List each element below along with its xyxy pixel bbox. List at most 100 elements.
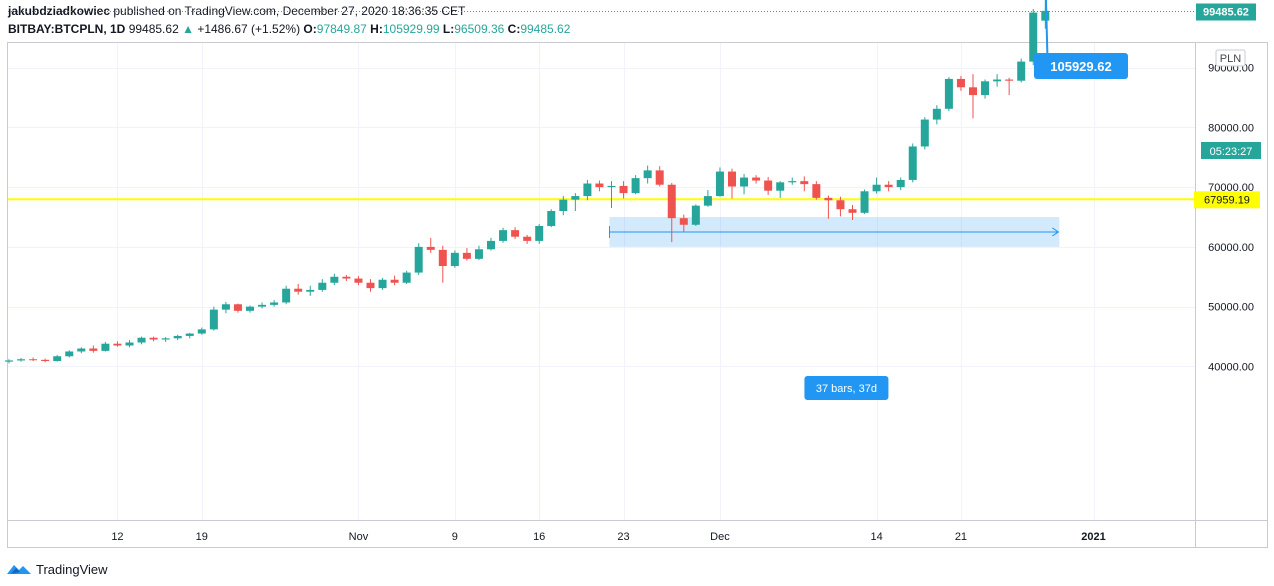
- candle-body: [209, 309, 218, 330]
- candles-group: [5, 0, 1050, 364]
- range-measure-label-bg: [804, 376, 889, 400]
- candle-body: [378, 279, 387, 289]
- x-tick-label: 16: [533, 531, 545, 543]
- candle-body: [330, 276, 339, 283]
- candle-body: [65, 351, 74, 357]
- ohlc-legend: BITBAY:BTCPLN, 1D 99485.62 ▲ +1486.67 (+…: [8, 22, 570, 36]
- candle-body: [450, 252, 459, 267]
- candle-body: [294, 288, 303, 292]
- high-value: 105929.99: [382, 22, 440, 36]
- candle-body: [1029, 12, 1038, 62]
- candle-body: [282, 288, 291, 303]
- candle-body: [981, 81, 990, 96]
- candle-body: [221, 304, 230, 310]
- range-arrow-head: [1052, 227, 1060, 237]
- candle-body: [342, 276, 351, 279]
- candle-body: [125, 342, 134, 346]
- candle-body: [812, 184, 821, 198]
- candle-body: [306, 289, 315, 292]
- candle-body: [523, 236, 532, 241]
- brand-name: TradingView: [36, 561, 108, 577]
- high-callout-label: 105929.62: [1050, 59, 1111, 74]
- candle-body: [1041, 10, 1050, 21]
- candle-body: [246, 306, 254, 311]
- current-price-tag: [1196, 3, 1256, 21]
- y-tick-label: 70000.00: [1208, 182, 1254, 194]
- candle-body: [571, 196, 580, 200]
- y-tick-label: 50000.00: [1208, 302, 1254, 314]
- symbol-label: BITBAY:BTCPLN, 1D: [8, 22, 126, 36]
- candle-body: [872, 184, 881, 192]
- x-tick-label: Nov: [349, 531, 369, 543]
- candle-body: [5, 360, 13, 362]
- currency-badge: [1215, 49, 1246, 67]
- candle-body: [101, 343, 110, 351]
- low-value: 96509.36: [454, 22, 505, 36]
- candle-body: [956, 78, 965, 88]
- candle-body: [932, 108, 941, 120]
- candle-body: [607, 185, 616, 188]
- candle-body: [559, 199, 568, 212]
- x-tick-label: Dec: [710, 531, 730, 543]
- candle-body: [824, 197, 833, 201]
- candle-body: [860, 191, 869, 213]
- candle-body: [137, 337, 146, 343]
- candle-body: [426, 246, 435, 250]
- candle-body: [740, 177, 749, 187]
- candle-body: [438, 249, 447, 267]
- candle-body: [788, 181, 797, 183]
- candle-body: [354, 278, 363, 283]
- x-tick-label: 9: [452, 531, 458, 543]
- candle-body: [535, 225, 544, 241]
- high-callout-bg: [1034, 53, 1128, 79]
- candle-body: [944, 78, 953, 109]
- candle-body: [499, 230, 508, 241]
- candle-body: [1017, 61, 1026, 81]
- close-label: C:: [507, 22, 521, 36]
- candle-body: [511, 230, 520, 237]
- up-arrow-icon: ▲: [182, 22, 194, 36]
- candle-body: [258, 304, 267, 307]
- y-tick-label: 40000.00: [1208, 361, 1254, 373]
- candle-body: [233, 304, 242, 311]
- currency-label: PLN: [1220, 53, 1241, 65]
- x-tick-label: 21: [955, 531, 967, 543]
- candle-body: [800, 181, 809, 185]
- tradingview-footer[interactable]: TradingView: [6, 560, 108, 578]
- candle-body: [547, 211, 556, 226]
- candle-body: [655, 170, 664, 185]
- high-label: H:: [370, 22, 383, 36]
- x-tick-label: 23: [617, 531, 629, 543]
- candle-body: [149, 337, 158, 340]
- tradingview-logo-icon: [7, 565, 31, 574]
- candle-body: [667, 184, 676, 219]
- candle-body: [920, 119, 929, 147]
- close-value: 99485.62: [520, 22, 571, 36]
- candle-body: [487, 240, 495, 250]
- candle-body: [366, 282, 375, 289]
- candle-body: [631, 178, 640, 194]
- y-tick-label: 80000.00: [1208, 122, 1254, 134]
- x-tick-label: 19: [196, 531, 208, 543]
- candle-body: [474, 249, 483, 259]
- countdown-tag: [1201, 142, 1261, 159]
- range-measure-label: 37 bars, 37d: [816, 383, 877, 395]
- countdown-label: 05:23:27: [1210, 146, 1253, 158]
- y-tick-label: 60000.00: [1208, 242, 1254, 254]
- candle-body: [270, 302, 279, 305]
- candle-body: [173, 335, 182, 339]
- candle-body: [89, 348, 98, 351]
- candle-body: [595, 183, 604, 188]
- candle-body: [113, 343, 122, 346]
- low-label: L:: [442, 22, 455, 36]
- candle-body: [402, 272, 411, 283]
- level-tag: [1194, 191, 1260, 209]
- candle-body: [414, 246, 423, 273]
- x-tick-label: 14: [870, 531, 882, 543]
- candle-body: [896, 179, 905, 188]
- candle-body: [679, 218, 688, 225]
- candle-body: [29, 359, 38, 361]
- candle-body: [17, 359, 26, 361]
- candle-body: [197, 329, 206, 334]
